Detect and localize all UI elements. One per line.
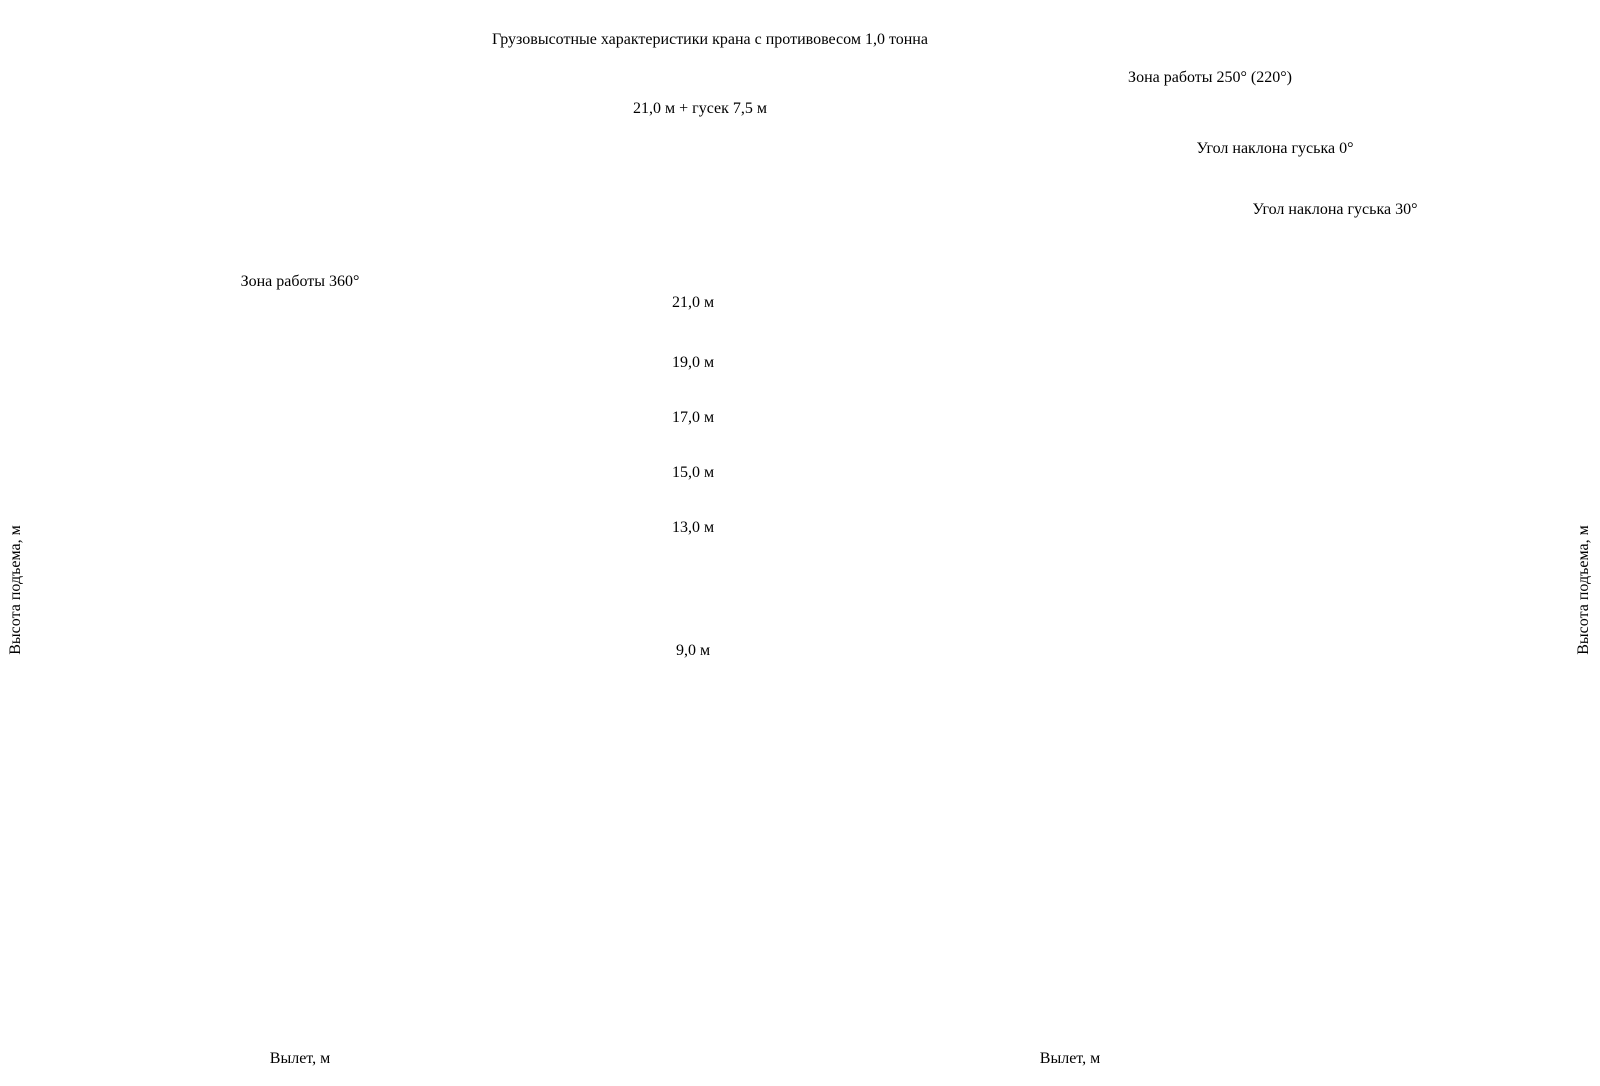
jib-length-label: 21,0 м + гусек 7,5 м [633,100,767,117]
chart-title: Грузовысотные характеристики крана с про… [492,31,928,48]
boom-length-label: 17,0 м [672,409,714,426]
x-axis-label-right: Вылет, м [1040,1050,1100,1067]
jib-angle-0-label: Угол наклона гуська 0° [1197,140,1354,157]
boom-length-label: 9,0 м [676,642,710,659]
boom-length-label: 13,0 м [672,519,714,536]
y-axis-label-left: Высота подъема, м [7,525,24,654]
boom-length-label: 19,0 м [672,354,714,371]
zone-right-label: Зона работы 250° (220°) [1128,69,1292,86]
x-axis-label-left: Вылет, м [270,1050,330,1067]
jib-angle-30-label: Угол наклона гуська 30° [1253,201,1418,218]
zone-left-label: Зона работы 360° [241,273,360,290]
y-axis-label-right: Высота подъема, м [1575,525,1592,654]
boom-length-label: 15,0 м [672,464,714,481]
boom-length-label: 21,0 м [672,294,714,311]
